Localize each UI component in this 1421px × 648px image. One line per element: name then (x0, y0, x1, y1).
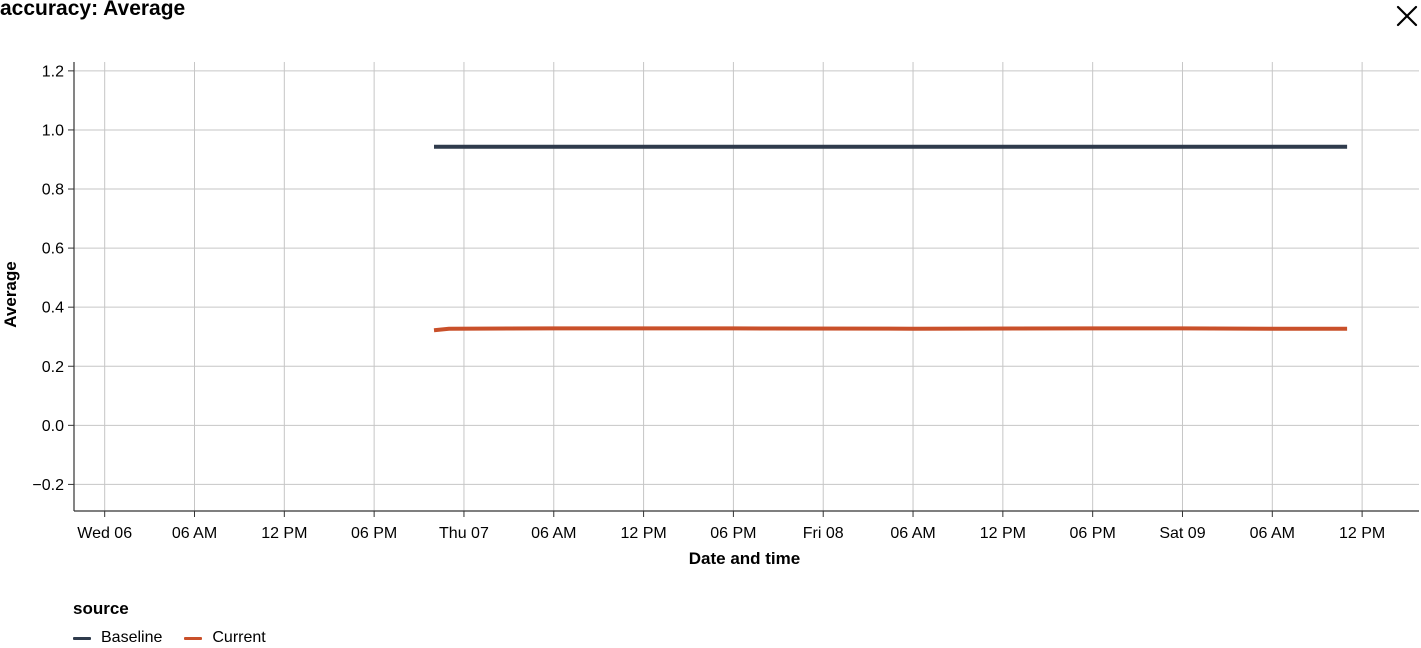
x-tick-label: Wed 06 (77, 525, 132, 542)
y-tick-label: 0.2 (42, 359, 64, 376)
legend: source Baseline Current (73, 598, 288, 648)
legend-swatch (73, 636, 91, 640)
x-tick-label: 12 PM (620, 525, 666, 542)
y-tick-label: −0.2 (32, 477, 64, 494)
x-tick-label: 06 PM (710, 525, 756, 542)
x-tick-label: 12 PM (1339, 525, 1385, 542)
x-tick-label: Sat 09 (1159, 525, 1205, 542)
x-tick-label: 06 PM (1070, 525, 1116, 542)
series-lines (433, 144, 1348, 333)
close-button[interactable] (1394, 3, 1420, 29)
x-tick-label: 06 PM (351, 525, 397, 542)
x-tick-label: 06 AM (1250, 525, 1295, 542)
legend-swatch (184, 636, 203, 640)
x-tick-label: 06 AM (172, 525, 217, 542)
legend-label: Current (212, 629, 266, 646)
x-tick-label: Thu 07 (439, 525, 489, 542)
y-tick-label: 0.6 (42, 241, 64, 258)
legend-items: Baseline Current (73, 628, 288, 648)
legend-title: source (73, 599, 129, 618)
series-line-current (433, 326, 1348, 333)
y-tick-label: 1.2 (42, 63, 64, 80)
x-tick-label: 06 AM (531, 525, 576, 542)
y-axis-title: Average (1, 261, 20, 327)
axes: −0.2 0.0 0.2 0.4 0.6 0.8 1.0 1.2 Wed 06 06 AM 12 P… (32, 62, 1419, 542)
x-tick-label: 12 PM (261, 525, 307, 542)
x-axis-title: Date and time (689, 549, 800, 568)
chart: −0.2 0.0 0.2 0.4 0.6 0.8 1.0 1.2 Wed 06 06 AM 12 P… (1, 62, 1419, 568)
chart-title: accuracy: Average (0, 0, 186, 20)
x-tick-label: Fri 08 (803, 525, 844, 542)
y-tick-label: 0.4 (42, 300, 64, 317)
close-icon (1396, 5, 1418, 27)
legend-label: Baseline (101, 629, 163, 646)
x-tick-label: 06 AM (890, 525, 935, 542)
y-tick-label: 1.0 (42, 122, 64, 139)
legend-item-current[interactable]: Current (184, 628, 266, 648)
y-tick-label: 0.0 (42, 418, 64, 435)
grid (74, 62, 1419, 511)
y-tick-label: 0.8 (42, 182, 64, 199)
x-tick-label: 12 PM (980, 525, 1026, 542)
legend-item-baseline[interactable]: Baseline (73, 628, 162, 648)
